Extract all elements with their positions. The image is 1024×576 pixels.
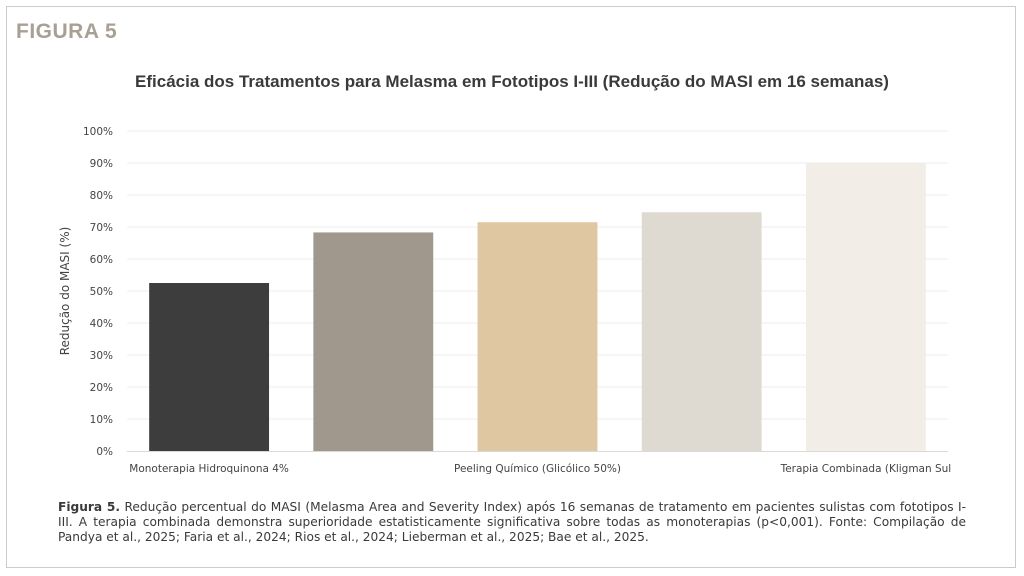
bars [149,163,926,451]
x-tick-label: Peeling Químico (Glicólico 50%) [454,463,621,475]
y-axis-ticks: 0% 10% 20% 30% 40% 50% 60% 70% 80% 90% 100% [83,126,113,458]
y-tick-label: 0% [96,446,113,458]
y-tick-label: 60% [90,254,113,266]
y-tick-label: 70% [90,222,113,234]
y-tick-label: 80% [90,190,113,202]
caption-label: Figura 5. [58,500,121,514]
figure-label: FIGURA 5 [16,20,118,43]
y-tick-label: 10% [90,414,113,426]
x-tick-label: Monoterapia Hidroquinona 4% [129,463,289,475]
bar-4 [641,212,762,451]
y-tick-label: 30% [90,350,113,362]
bar-2 [313,232,434,451]
x-axis-ticks: Monoterapia Hidroquinona 4% Peeling Quími… [129,463,951,475]
x-tick-label: Terapia Combinada (Kligman Sul [780,463,952,475]
bar-1 [149,283,270,451]
y-tick-label: 40% [90,318,113,330]
bar-5 [805,163,926,451]
y-tick-label: 50% [90,286,113,298]
bar-3 [477,222,598,451]
y-tick-label: 20% [90,382,113,394]
chart-title: Eficácia dos Tratamentos para Melasma em… [135,72,889,91]
y-tick-label: 90% [90,158,113,170]
caption-text: Redução percentual do MASI (Melasma Area… [58,500,966,544]
y-axis-label: Redução do MASI (%) [58,227,72,356]
figure-caption: Figura 5. Redução percentual do MASI (Me… [58,500,966,545]
y-tick-label: 100% [83,126,113,138]
